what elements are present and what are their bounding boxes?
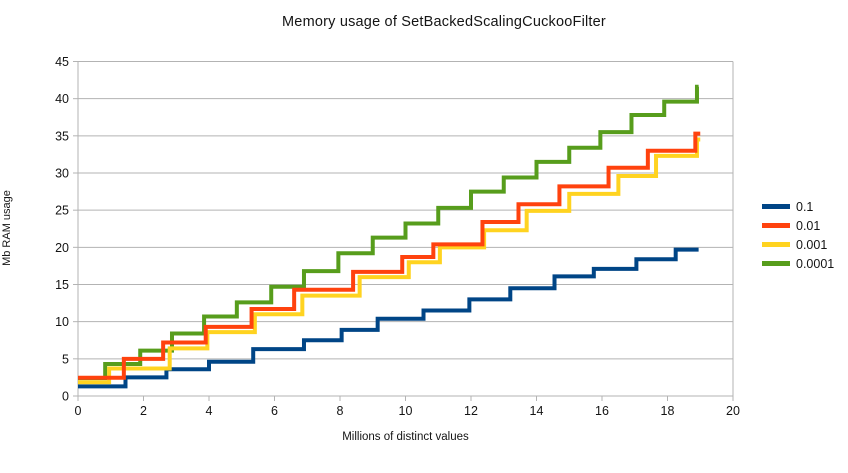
y-tick-label: 30	[55, 167, 69, 181]
series-line-0.001	[78, 137, 701, 385]
legend-item-0.1: 0.1	[762, 197, 834, 216]
legend-item-0.01: 0.01	[762, 216, 834, 235]
legend-item-0.0001: 0.0001	[762, 254, 834, 273]
legend-item-0.001: 0.001	[762, 235, 834, 254]
y-tick-label: 45	[55, 55, 69, 69]
y-tick-label: 35	[55, 129, 69, 143]
legend-label: 0.001	[796, 237, 828, 252]
x-tick-label: 14	[530, 404, 544, 418]
legend-swatch-0.001	[762, 242, 790, 247]
y-tick-label: 15	[55, 278, 69, 292]
x-tick-label: 2	[140, 404, 147, 418]
y-tick-label: 10	[55, 315, 69, 329]
legend-label: 0.0001	[796, 256, 835, 271]
x-tick-label: 20	[726, 404, 740, 418]
y-tick-label: 20	[55, 241, 69, 255]
legend-swatch-0.1	[762, 204, 790, 209]
y-axis-title: Mb RAM usage	[1, 190, 13, 266]
x-tick-label: 18	[661, 404, 675, 418]
x-tick-label: 10	[399, 404, 413, 418]
series-line-0.0001	[78, 84, 699, 381]
legend-label: 0.01	[796, 218, 821, 233]
x-tick-label: 6	[271, 404, 278, 418]
y-tick-label: 25	[55, 204, 69, 218]
y-tick-label: 40	[55, 92, 69, 106]
x-tick-label: 12	[464, 404, 478, 418]
y-tick-label: 5	[62, 352, 69, 366]
x-tick-label: 0	[75, 404, 82, 418]
series-line-0.1	[78, 247, 699, 389]
x-tick-label: 16	[595, 404, 609, 418]
x-tick-label: 4	[206, 404, 213, 418]
legend: 0.1 0.01 0.001 0.0001	[762, 197, 834, 273]
legend-label: 0.1	[796, 199, 814, 214]
chart-title: Memory usage of SetBackedScalingCuckooFi…	[282, 14, 606, 30]
legend-swatch-0.0001	[762, 261, 790, 266]
x-axis-title: Millions of distinct values	[342, 431, 469, 443]
legend-swatch-0.01	[762, 223, 790, 228]
y-tick-label: 0	[62, 390, 69, 404]
series-line-0.01	[78, 131, 701, 380]
x-tick-label: 8	[337, 404, 344, 418]
